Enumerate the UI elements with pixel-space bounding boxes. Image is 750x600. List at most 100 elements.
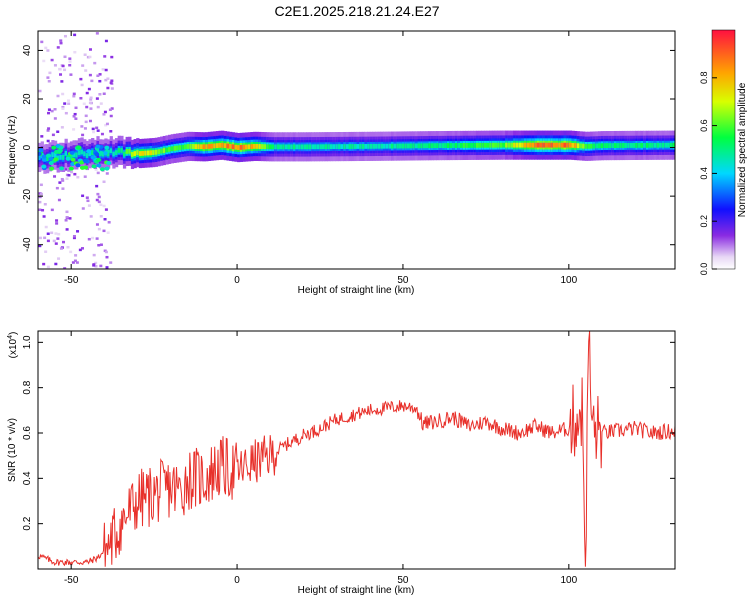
- heatmap-speckle: [52, 239, 56, 243]
- heatmap-cell: [160, 148, 164, 154]
- heatmap-cell: [133, 151, 137, 157]
- colorbar-ticks: 0.0 0.2 0.4 0.6 0.8: [699, 72, 717, 276]
- heatmap-cell: [502, 142, 506, 148]
- heatmap-cell: [372, 143, 376, 149]
- heatmap-speckle: [60, 177, 64, 181]
- heatmap-blob: [53, 149, 59, 154]
- spectrogram-x-tick-label: 100: [560, 275, 577, 286]
- heatmap-speckle: [53, 175, 57, 178]
- heatmap-speckle: [72, 234, 76, 238]
- heatmap-cell: [619, 143, 623, 148]
- heatmap-cell: [255, 143, 259, 149]
- heatmap-cell: [598, 143, 602, 149]
- heatmap-cell: [518, 142, 522, 148]
- heatmap-cell: [441, 143, 445, 149]
- heatmap-blob: [69, 150, 75, 155]
- heatmap-cell: [600, 143, 604, 149]
- heatmap-cell: [266, 144, 270, 150]
- heatmap-blob: [48, 161, 54, 166]
- heatmap-speckle: [38, 89, 42, 93]
- heatmap-speckle: [106, 77, 110, 80]
- heatmap-cell: [526, 142, 530, 148]
- heatmap-speckle: [79, 96, 83, 100]
- snr-x-tick-label: -50: [64, 575, 79, 586]
- heatmap-speckle: [87, 204, 91, 207]
- heatmap-cell: [595, 143, 599, 149]
- heatmap-cell: [621, 143, 626, 148]
- heatmap-cell: [258, 144, 262, 149]
- spectrogram-y-tick-label: -40: [22, 237, 33, 252]
- heatmap-cell: [470, 142, 474, 148]
- heatmap-speckle: [54, 242, 58, 245]
- heatmap-speckle: [59, 73, 63, 76]
- heatmap-speckle: [97, 243, 101, 247]
- heatmap-cell: [144, 150, 148, 156]
- heatmap-cell: [88, 151, 92, 157]
- heatmap-speckle: [87, 237, 91, 241]
- heatmap-speckle: [88, 73, 92, 77]
- heatmap-speckle: [50, 109, 54, 113]
- heatmap-blob: [68, 166, 74, 171]
- heatmap-cell: [523, 142, 527, 148]
- heatmap-cell: [61, 154, 66, 160]
- heatmap-cell: [197, 144, 201, 150]
- heatmap-blob: [57, 148, 63, 153]
- snr-y-axis-label: SNR (10 * v/v): [7, 418, 18, 482]
- heatmap-cell: [308, 144, 312, 150]
- colorbar-tick-label: 0.0: [699, 263, 709, 276]
- heatmap-cell: [207, 144, 212, 149]
- heatmap-speckle: [94, 168, 98, 171]
- snr-plot-area: [38, 331, 675, 567]
- heatmap-speckle: [89, 98, 93, 101]
- heatmap-speckle: [70, 170, 74, 174]
- snr-y-tick-label: 0.6: [22, 426, 33, 440]
- heatmap-speckle: [85, 91, 89, 95]
- heatmap-cell: [391, 143, 395, 149]
- heatmap-cell: [80, 149, 84, 155]
- heatmap-cell: [659, 142, 663, 148]
- heatmap-blob: [48, 156, 54, 161]
- heatmap-speckle: [38, 200, 42, 204]
- heatmap-speckle: [72, 236, 76, 240]
- heatmap-speckle: [40, 135, 44, 138]
- heatmap-cell: [112, 151, 116, 157]
- heatmap-cell: [388, 143, 392, 149]
- heatmap-cell: [295, 144, 299, 150]
- heatmap-cell: [351, 144, 355, 149]
- heatmap-cell: [454, 143, 458, 148]
- heatmap-speckle: [50, 58, 54, 62]
- heatmap-speckle: [56, 46, 60, 49]
- snr-panel: -50 0 50 100 0.2 0.4 0.6 0.8 1.0 Height of strai…: [7, 330, 676, 596]
- heatmap-speckle: [85, 105, 89, 109]
- heatmap-speckle: [42, 59, 46, 63]
- heatmap-cell: [271, 144, 275, 150]
- heatmap-blob: [49, 166, 55, 171]
- heatmap-speckle: [85, 196, 89, 199]
- heatmap-speckle: [92, 264, 96, 267]
- heatmap-cell: [176, 145, 180, 151]
- heatmap-cell: [574, 143, 578, 148]
- heatmap-cell: [107, 151, 111, 157]
- heatmap-speckle: [38, 236, 42, 240]
- heatmap-cell: [306, 144, 310, 150]
- heatmap-blob: [86, 149, 92, 154]
- heatmap-speckle: [81, 207, 85, 210]
- heatmap-speckle: [56, 237, 60, 240]
- heatmap-cell: [412, 143, 416, 149]
- heatmap-speckle: [59, 41, 63, 45]
- heatmap-speckle: [104, 208, 108, 211]
- heatmap-speckle: [46, 49, 50, 52]
- heatmap-cell: [274, 144, 278, 150]
- heatmap-blob: [65, 156, 71, 161]
- heatmap-speckle: [69, 73, 73, 76]
- heatmap-cell: [345, 144, 350, 149]
- heatmap-cell: [210, 143, 214, 149]
- heatmap-cell: [571, 142, 575, 148]
- heatmap-cell: [290, 144, 294, 150]
- heatmap-speckle: [89, 107, 93, 110]
- snr-frame: [37, 330, 676, 570]
- heatmap-cell: [311, 144, 315, 150]
- heatmap-speckle: [67, 99, 71, 102]
- heatmap-speckle: [62, 240, 66, 244]
